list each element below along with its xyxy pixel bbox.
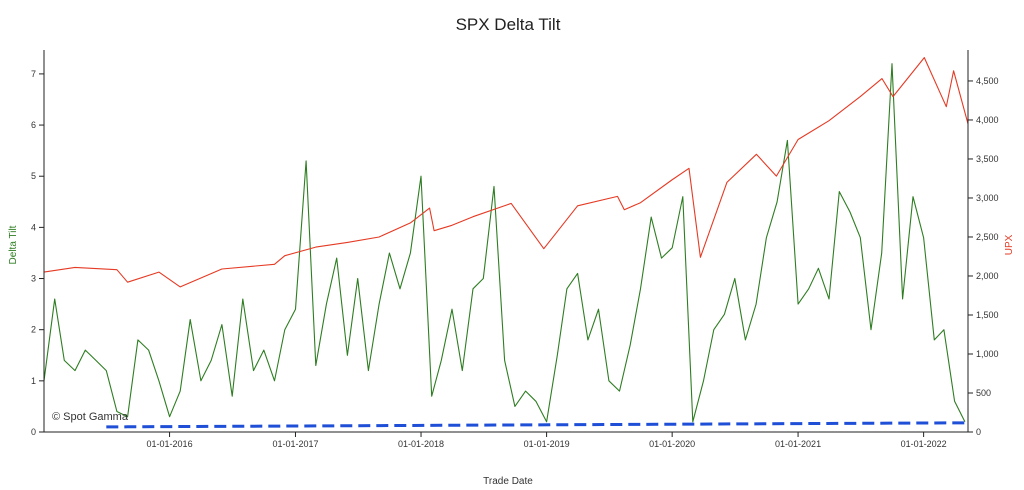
- plot-area: 0 1 2 3 4 5 6 7 0 500 1,000 1,500 2,000 2,500 3,000 3,5…: [31, 50, 999, 449]
- x-tick-label: 01-01-2019: [524, 439, 570, 449]
- y-left-tick-label: 0: [31, 427, 36, 437]
- series-layer: [43, 57, 969, 429]
- baseline-series-line: [106, 421, 969, 429]
- y-left-tick-label: 5: [31, 171, 36, 181]
- y-right-tick-label: 2,000: [976, 271, 999, 281]
- y-left-tick-label: 4: [31, 222, 36, 232]
- y-left-tick-label: 3: [31, 274, 36, 284]
- y-right-tick-label: 2,500: [976, 232, 999, 242]
- delta_tilt-series-line: [43, 63, 966, 423]
- y-left-tick-label: 2: [31, 325, 36, 335]
- y-left-tick-label: 7: [31, 69, 36, 79]
- y-left-tick-label: 1: [31, 376, 36, 386]
- y-right-tick-label: 500: [976, 388, 991, 398]
- y-right-tick-label: 3,000: [976, 193, 999, 203]
- watermark: © Spot Gamma: [52, 411, 129, 423]
- x-axis-label: Trade Date: [483, 476, 533, 487]
- x-tick-label: 01-01-2020: [649, 439, 695, 449]
- y-right-tick-label: 1,500: [976, 310, 999, 320]
- axes-layer: 0 1 2 3 4 5 6 7 0 500 1,000 1,500 2,000 2,500 3,000 3,5…: [31, 50, 999, 449]
- y-right-tick-label: 4,500: [976, 76, 999, 86]
- x-tick-label: 01-01-2021: [775, 439, 821, 449]
- y-axis-left-label: Delta Tilt: [8, 225, 19, 264]
- x-tick-label: 01-01-2022: [901, 439, 947, 449]
- x-tick-label: 01-01-2016: [147, 439, 193, 449]
- x-tick-label: 01-01-2018: [398, 439, 444, 449]
- y-right-tick-label: 4,000: [976, 115, 999, 125]
- y-right-tick-label: 3,500: [976, 154, 999, 164]
- y-right-tick-label: 0: [976, 427, 981, 437]
- y-axis-right-label: UPX: [1004, 234, 1015, 255]
- y-right-tick-label: 1,000: [976, 349, 999, 359]
- x-tick-label: 01-01-2017: [272, 439, 318, 449]
- upx-series-line: [43, 57, 969, 288]
- chart-title: SPX Delta Tilt: [456, 15, 561, 34]
- y-left-tick-label: 6: [31, 120, 36, 130]
